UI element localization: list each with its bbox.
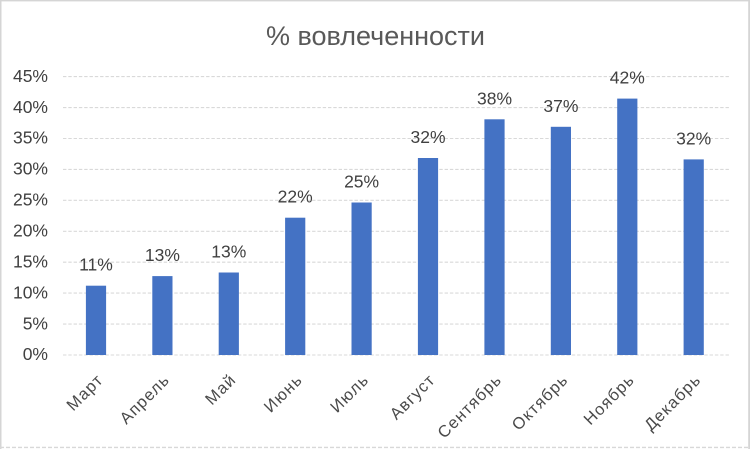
svg-text:42%: 42% [610, 68, 645, 88]
svg-text:22%: 22% [278, 187, 313, 207]
svg-text:37%: 37% [543, 96, 578, 116]
svg-text:11%: 11% [79, 255, 113, 275]
svg-text:32%: 32% [410, 127, 445, 147]
svg-text:% вовлеченности: % вовлеченности [266, 21, 485, 51]
svg-text:30%: 30% [13, 159, 48, 179]
svg-text:25%: 25% [13, 190, 48, 210]
svg-text:10%: 10% [13, 282, 48, 302]
svg-text:13%: 13% [211, 242, 246, 262]
svg-text:13%: 13% [145, 245, 180, 265]
svg-text:0%: 0% [23, 344, 48, 364]
svg-text:25%: 25% [344, 172, 379, 192]
svg-text:5%: 5% [23, 313, 48, 333]
svg-text:20%: 20% [13, 221, 48, 241]
svg-text:35%: 35% [13, 128, 48, 148]
svg-text:32%: 32% [676, 128, 711, 148]
svg-text:38%: 38% [477, 88, 512, 108]
svg-text:45%: 45% [13, 66, 48, 86]
svg-text:40%: 40% [13, 97, 48, 117]
svg-text:15%: 15% [13, 251, 48, 271]
